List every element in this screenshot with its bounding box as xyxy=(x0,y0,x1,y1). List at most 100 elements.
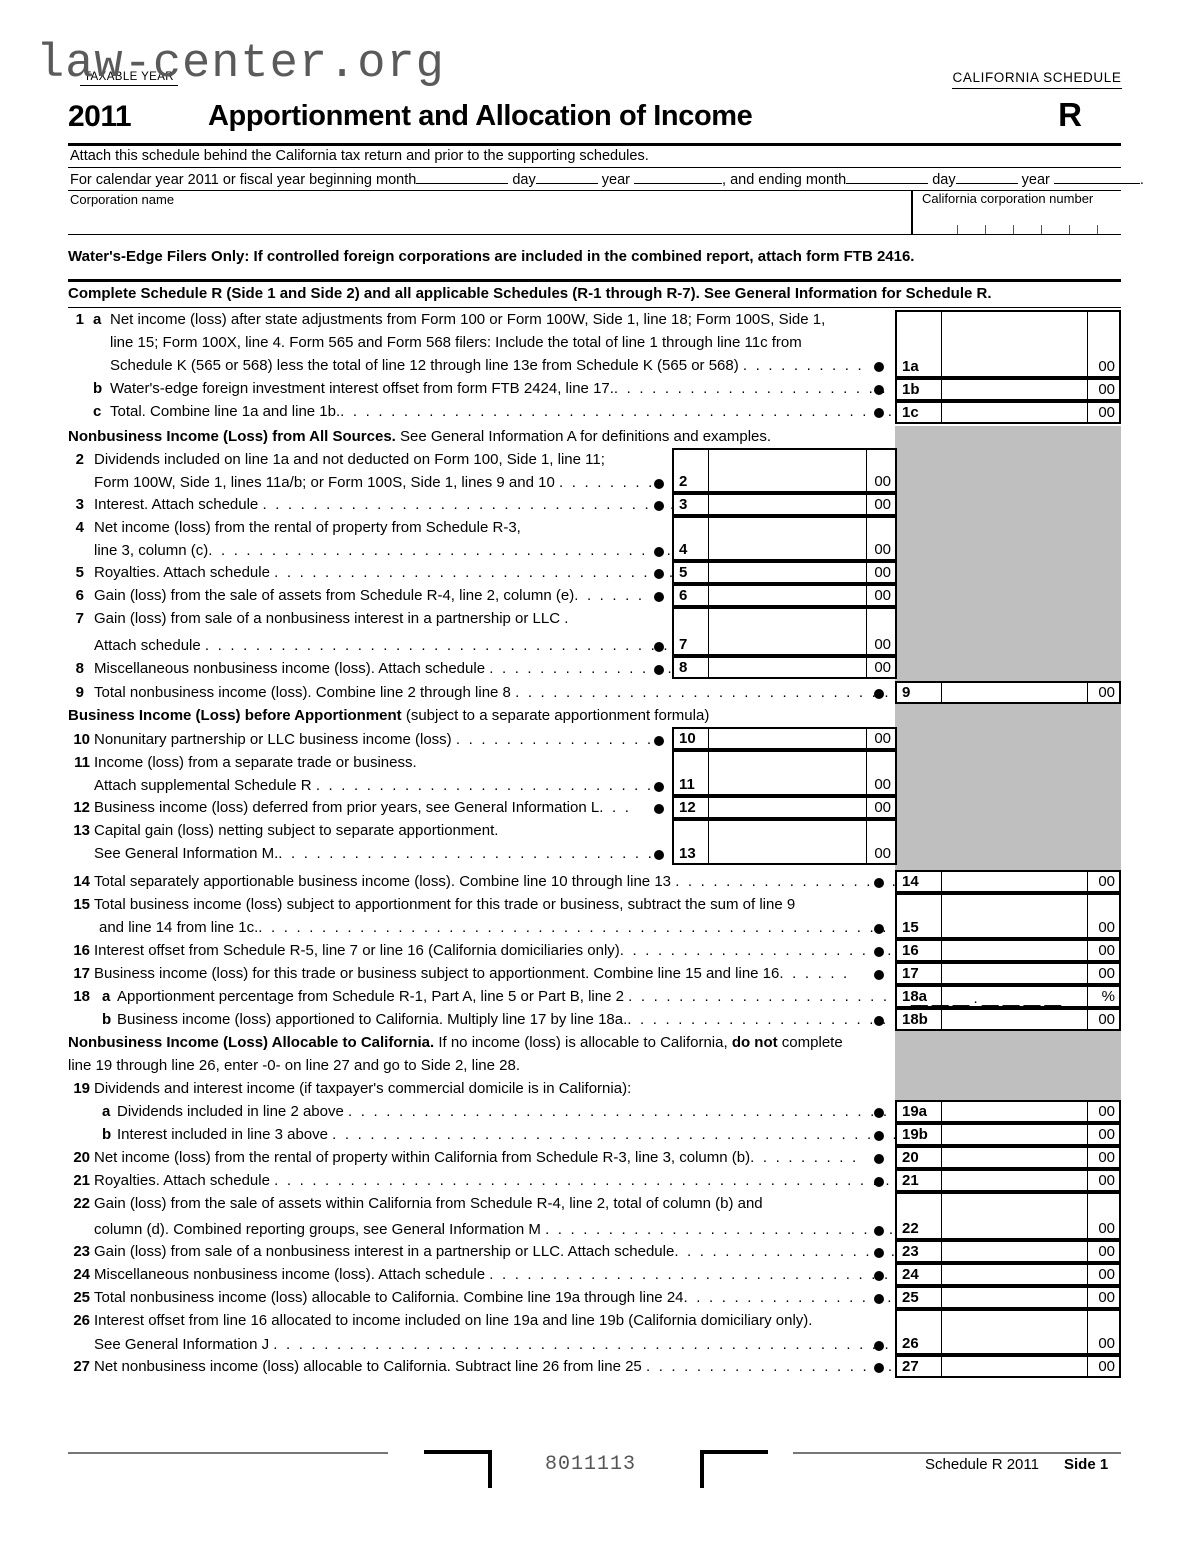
line-number-7: 7 xyxy=(75,610,84,627)
entry-bullet xyxy=(874,1226,884,1236)
line-23-text: Gain (loss) from sale of a nonbusiness i… xyxy=(94,1243,898,1260)
digit-tick xyxy=(1097,225,1098,234)
divider xyxy=(68,279,1121,282)
line-number-15: 15 xyxy=(73,896,90,913)
footer-rule-right xyxy=(793,1452,1121,1454)
schedule-letter: R xyxy=(1058,96,1082,133)
form-title: Apportionment and Allocation of Income xyxy=(208,100,753,132)
and-ending-label: , and ending month xyxy=(722,172,847,188)
amount-box-13[interactable]: 13 00 xyxy=(672,819,897,865)
line-1a-letter: a xyxy=(93,311,102,328)
entry-bullet xyxy=(874,970,884,980)
amount-box-1b[interactable]: 1b 00 xyxy=(895,378,1121,401)
corporation-name-label: Corporation name xyxy=(70,192,175,207)
header-rule xyxy=(68,143,1121,146)
amount-box-1a[interactable]: 1a 00 xyxy=(895,310,1121,378)
line-7-text-1: Gain (loss) from sale of a nonbusiness i… xyxy=(94,610,569,627)
amount-box-26[interactable]: 26 00 xyxy=(895,1309,1121,1355)
line-number-17: 17 xyxy=(73,965,90,982)
line-number-2: 2 xyxy=(75,451,84,468)
site-watermark: law-center.org xyxy=(36,38,445,91)
waters-edge-notice: Water's-Edge Filers Only: If controlled … xyxy=(68,248,915,265)
amount-box-11[interactable]: 11 00 xyxy=(672,750,897,796)
entry-bullet xyxy=(654,736,664,746)
begin-year-input[interactable] xyxy=(634,170,723,184)
line-number-24: 24 xyxy=(73,1266,90,1283)
line-1c-letter: c xyxy=(93,403,102,420)
line-8-text: Miscellaneous nonbusiness income (loss).… xyxy=(94,660,674,677)
divider xyxy=(68,190,1121,191)
digit-tick xyxy=(957,225,958,234)
amount-box-10[interactable]: 10 00 xyxy=(672,727,897,750)
amount-box-2[interactable]: 2 00 xyxy=(672,448,897,493)
amount-box-3[interactable]: 3 00 xyxy=(672,493,897,516)
amount-box-21[interactable]: 21 00 xyxy=(895,1169,1121,1192)
amount-box-14[interactable]: 14 00 xyxy=(895,870,1121,893)
amount-box-12[interactable]: 12 00 xyxy=(672,796,897,819)
line-number-21: 21 xyxy=(73,1172,90,1189)
amount-box-15[interactable]: 15 00 xyxy=(895,893,1121,939)
amount-box-27[interactable]: 27 00 xyxy=(895,1355,1121,1378)
amount-box-25[interactable]: 25 00 xyxy=(895,1286,1121,1309)
line-number-1: 1 xyxy=(75,311,84,328)
line-1b-text: Water's-edge foreign investment interest… xyxy=(110,380,926,397)
line-26-text-1: Interest offset from line 16 allocated t… xyxy=(94,1312,813,1329)
business-before-apportionment-heading: Business Income (Loss) before Apportionm… xyxy=(68,707,710,724)
amount-box-1c[interactable]: 1c 00 xyxy=(895,401,1121,424)
line-1c-text: Total. Combine line 1a and line 1b.. . .… xyxy=(110,403,946,420)
line-1a-text-2: line 15; Form 100X, line 4. Form 565 and… xyxy=(110,334,802,351)
line-number-23: 23 xyxy=(73,1243,90,1260)
entry-bullet xyxy=(654,642,664,652)
amount-box-18b[interactable]: 18b 00 xyxy=(895,1008,1121,1031)
percentage-box-18a[interactable]: 18a __ __ __ . __ __ __ __ % xyxy=(895,985,1121,1008)
line-6-text: Gain (loss) from the sale of assets from… xyxy=(94,587,645,604)
amount-box-17[interactable]: 17 00 xyxy=(895,962,1121,985)
entry-bullet xyxy=(654,850,664,860)
digit-tick xyxy=(985,225,986,234)
amount-box-22[interactable]: 22 00 xyxy=(895,1192,1121,1240)
line-number-18: 18 xyxy=(73,988,90,1005)
amount-box-8[interactable]: 8 00 xyxy=(672,656,897,679)
amount-box-5[interactable]: 5 00 xyxy=(672,561,897,584)
digit-tick xyxy=(1041,225,1042,234)
entry-bullet xyxy=(874,689,884,699)
complete-schedule-notice: Complete Schedule R (Side 1 and Side 2) … xyxy=(68,285,992,302)
amount-box-6[interactable]: 6 00 xyxy=(672,584,897,607)
amount-box-7[interactable]: 7 00 xyxy=(672,607,897,656)
line-number-13: 13 xyxy=(73,822,90,839)
line-18a-letter: a xyxy=(102,988,111,1005)
entry-bullet xyxy=(874,878,884,888)
crop-mark-right xyxy=(700,1450,704,1488)
day-label-1: day xyxy=(512,172,536,188)
shaded-region xyxy=(895,1031,1121,1101)
line-19a-letter: a xyxy=(102,1103,111,1120)
line-18b-text: Business income (loss) apportioned to Ca… xyxy=(117,1011,940,1028)
amount-box-20[interactable]: 20 00 xyxy=(895,1146,1121,1169)
end-month-input[interactable] xyxy=(846,170,929,184)
calendar-prefix: For calendar year 2011 or fiscal year be… xyxy=(70,172,417,188)
amount-box-16[interactable]: 16 00 xyxy=(895,939,1121,962)
begin-day-input[interactable] xyxy=(535,170,598,184)
amount-box-24[interactable]: 24 00 xyxy=(895,1263,1121,1286)
percent-blank-line: __ __ __ . __ __ __ __ xyxy=(911,990,1062,1007)
line-number-20: 20 xyxy=(73,1149,90,1166)
end-day-input[interactable] xyxy=(955,170,1018,184)
amount-box-23[interactable]: 23 00 xyxy=(895,1240,1121,1263)
line-12-text: Business income (loss) deferred from pri… xyxy=(94,799,632,816)
year-label-1: year xyxy=(601,172,630,188)
line-7-text-2: Attach schedule . . . . . . . . . . . . … xyxy=(94,637,785,654)
amount-box-19a[interactable]: 19a 00 xyxy=(895,1100,1121,1123)
amount-box-4[interactable]: 4 00 xyxy=(672,516,897,561)
amount-box-19b[interactable]: 19b 00 xyxy=(895,1123,1121,1146)
entry-bullet xyxy=(874,1154,884,1164)
amount-box-9[interactable]: 9 00 xyxy=(895,681,1121,704)
entry-bullet xyxy=(654,782,664,792)
shaded-region xyxy=(895,704,1121,871)
begin-month-input[interactable] xyxy=(416,170,509,184)
line-1a-text-3: Schedule K (565 or 568) less the total o… xyxy=(110,357,864,374)
entry-bullet xyxy=(874,1341,884,1351)
shaded-region xyxy=(895,426,1121,684)
line-number-4: 4 xyxy=(75,519,84,536)
form-code: 8011113 xyxy=(545,1453,637,1476)
end-year-input[interactable] xyxy=(1053,170,1140,184)
